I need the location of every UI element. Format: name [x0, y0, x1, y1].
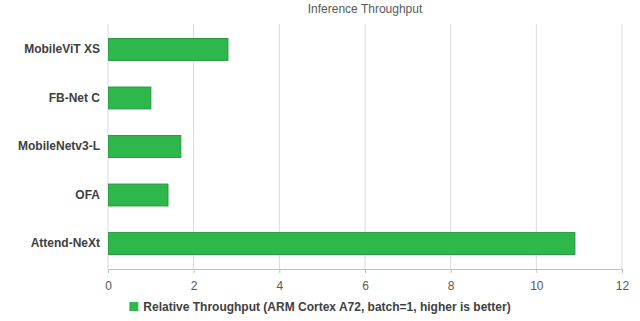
y-tick-label: Attend-NeXt [31, 236, 100, 250]
x-tick: 2 [191, 269, 198, 293]
chart: Inference Throughput 0 2 4 6 8 10 12 MobileViT X… [0, 0, 640, 321]
x-tick-mark [365, 269, 366, 273]
y-tick-label: FB-Net C [49, 91, 101, 105]
x-tick: 10 [530, 269, 544, 293]
legend: Relative Throughput (ARM Cortex A72, bat… [129, 300, 510, 314]
y-tick: OFA [75, 188, 100, 202]
y-tick-label: MobileViT XS [24, 42, 100, 56]
y-tick: FB-Net C [49, 91, 101, 105]
x-tick-label: 6 [362, 279, 369, 293]
x-tick-mark [536, 269, 537, 273]
legend-item: Relative Throughput (ARM Cortex A72, bat… [129, 300, 510, 314]
bar [108, 39, 228, 61]
y-tick-label: MobileNetv3-L [18, 139, 100, 153]
y-tick: Attend-NeXt [31, 236, 100, 250]
x-tick: 4 [276, 269, 283, 293]
x-tick: 12 [616, 269, 630, 293]
x-axis-line [109, 270, 623, 274]
x-tick-mark [622, 269, 623, 273]
x-tick-mark [451, 269, 452, 273]
y-axis: MobileViT XS FB-Net C MobileNetv3-L OFA Atte… [18, 42, 100, 250]
x-tick-label: 12 [616, 279, 630, 293]
x-tick-label: 2 [191, 279, 198, 293]
y-tick-label: OFA [75, 188, 100, 202]
grid [108, 24, 622, 269]
bar [108, 87, 151, 109]
legend-label: Relative Throughput (ARM Cortex A72, bat… [143, 300, 510, 314]
plot-area: 0 2 4 6 8 10 12 MobileViT XS FB-Net C MobileNetv3… [18, 24, 630, 293]
x-tick: 8 [448, 269, 455, 293]
x-tick-label: 4 [276, 279, 283, 293]
bar [108, 136, 181, 158]
x-tick: 6 [362, 269, 369, 293]
y-tick: MobileNetv3-L [18, 139, 100, 153]
legend-swatch [129, 302, 138, 311]
x-tick-mark [108, 269, 109, 273]
x-tick-label: 8 [448, 279, 455, 293]
x-axis: 0 2 4 6 8 10 12 [105, 269, 629, 293]
y-tick: MobileViT XS [24, 42, 100, 56]
bar [108, 233, 575, 255]
x-tick-label: 10 [530, 279, 544, 293]
x-tick-mark [194, 269, 195, 273]
x-tick: 0 [105, 269, 112, 293]
bars [108, 39, 575, 255]
chart-title: Inference Throughput [308, 2, 423, 16]
x-tick-label: 0 [105, 279, 112, 293]
bar [108, 184, 168, 206]
grid-line [622, 24, 623, 269]
x-tick-mark [279, 269, 280, 273]
